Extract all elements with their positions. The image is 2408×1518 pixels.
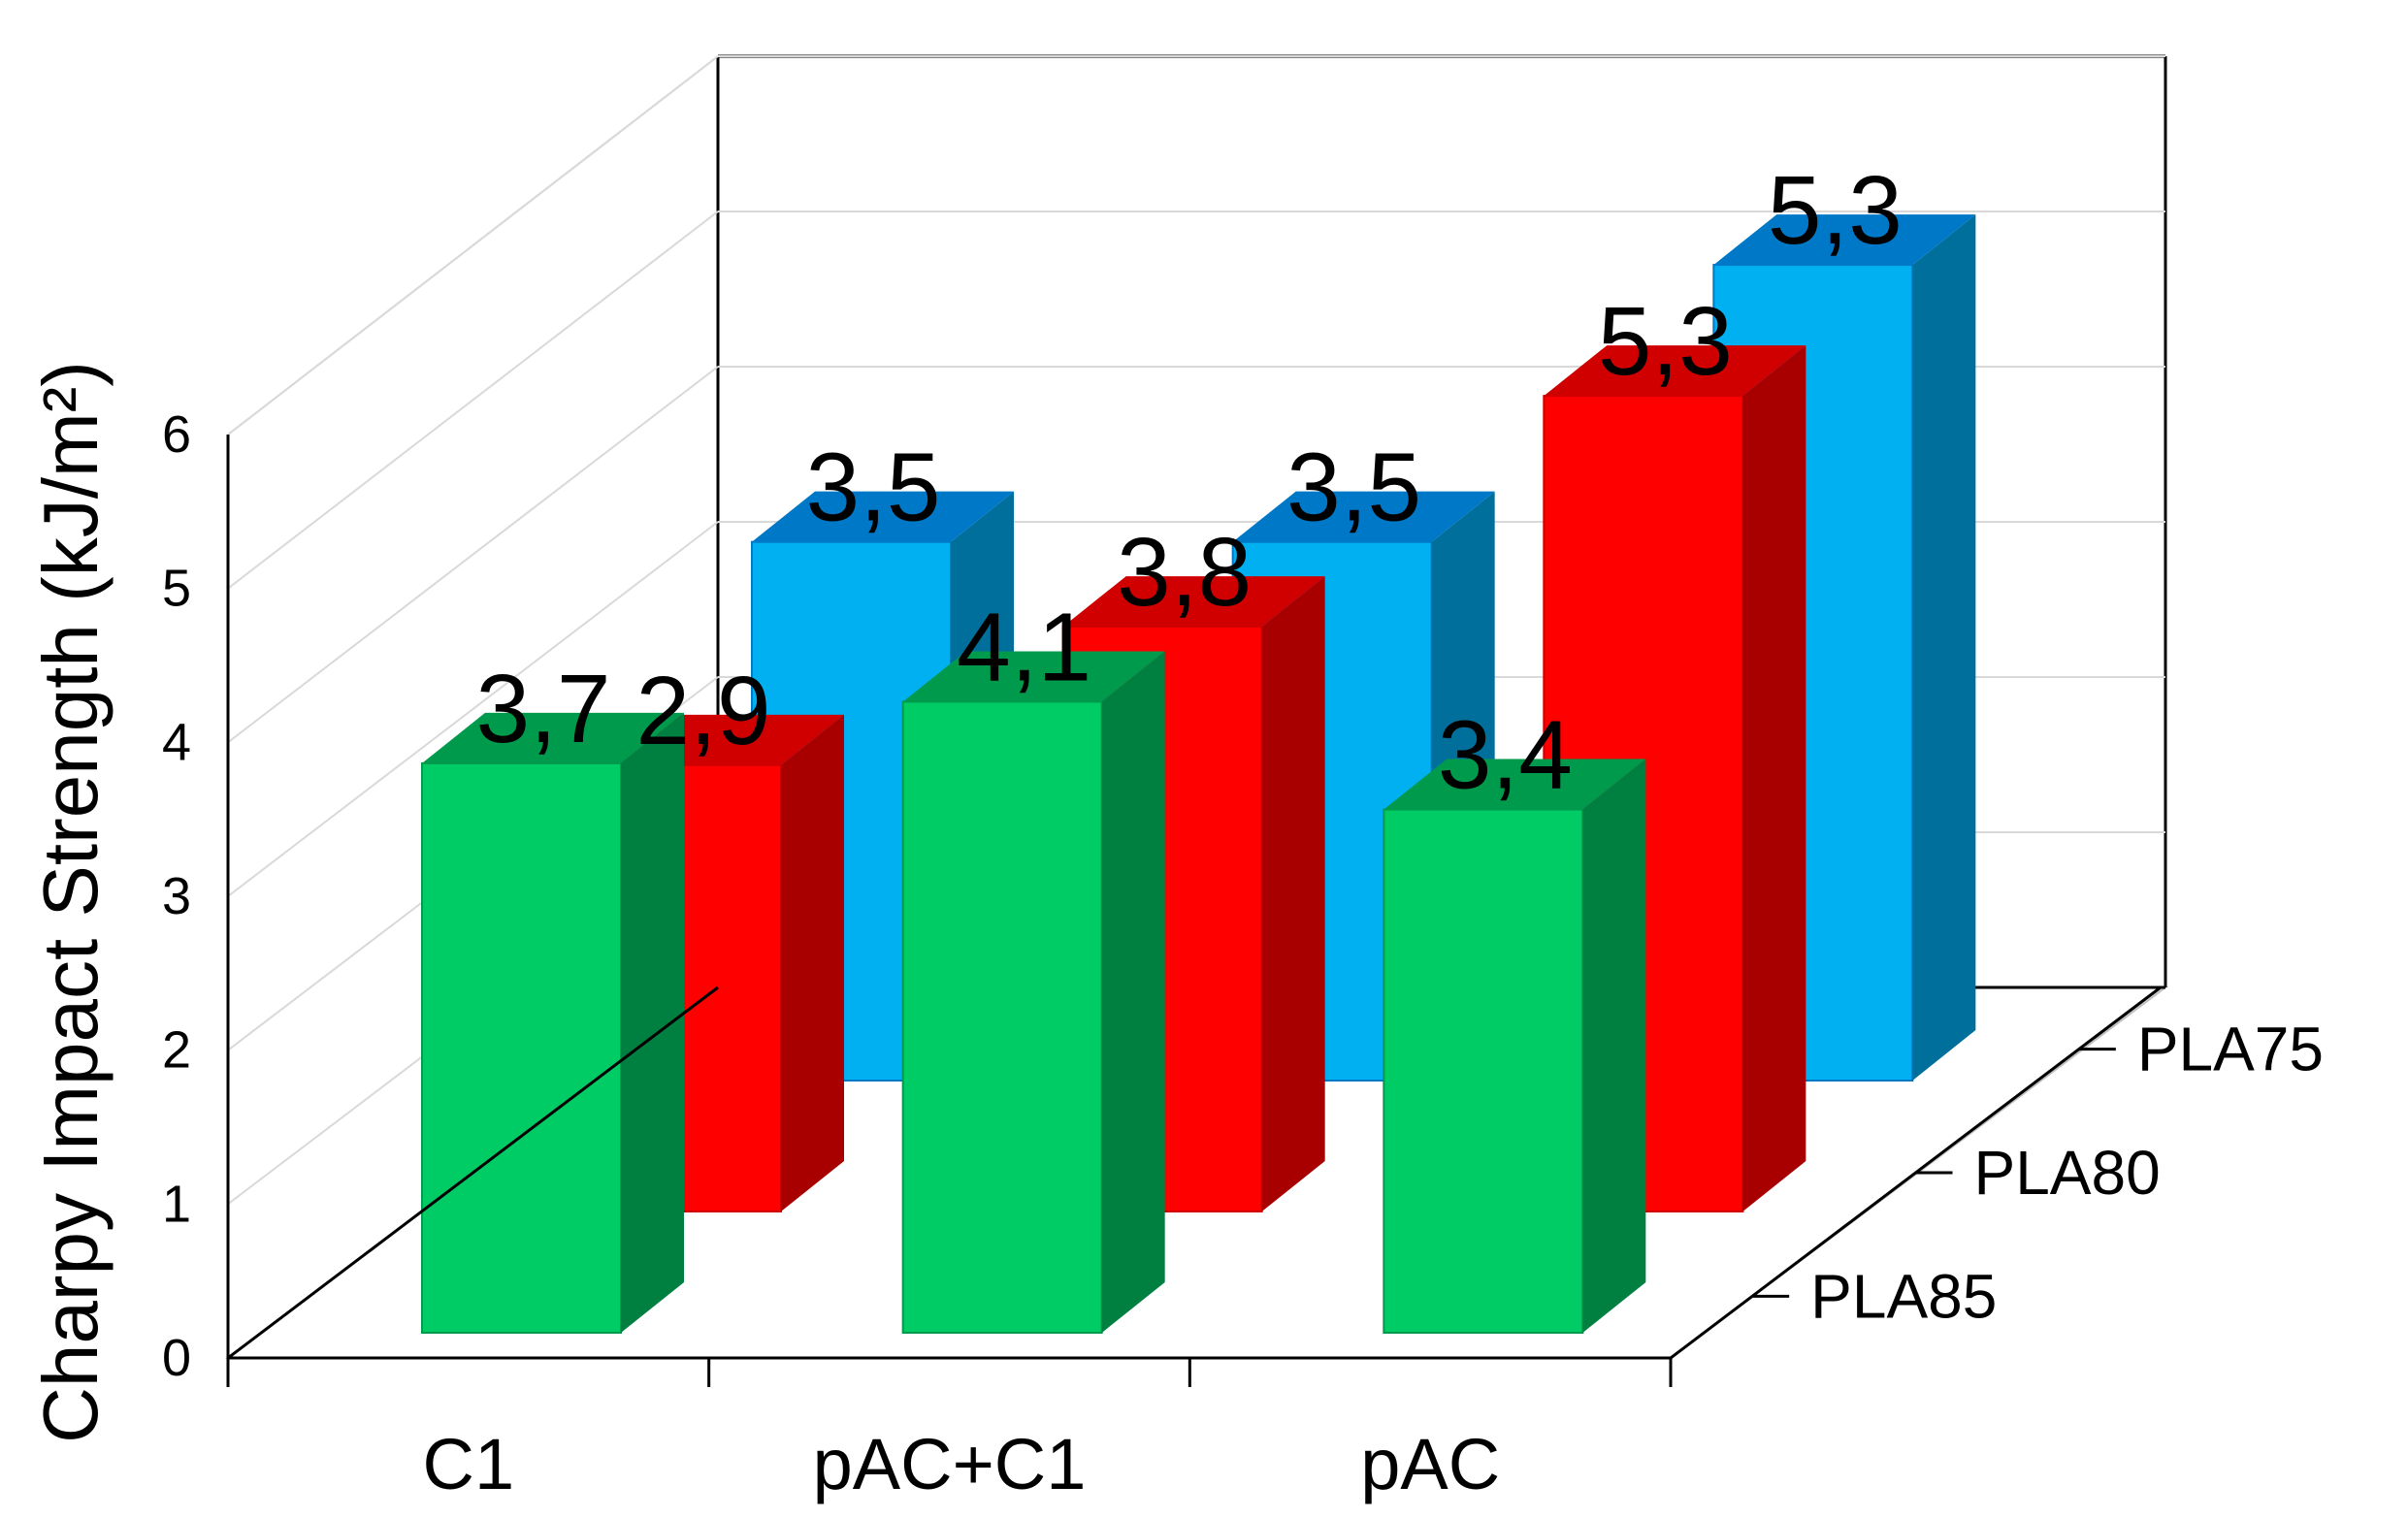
bar-top xyxy=(1383,759,1646,810)
bars xyxy=(421,214,1976,1334)
data-label: 3,7 xyxy=(475,655,610,763)
data-label: 4,1 xyxy=(957,593,1091,701)
data-label: 3,8 xyxy=(1117,518,1252,627)
bar-top xyxy=(902,651,1165,702)
y-tick-label: 2 xyxy=(162,1021,191,1080)
bar-side xyxy=(621,712,684,1333)
data-label: 3,5 xyxy=(1286,434,1421,542)
bar-side xyxy=(1261,576,1325,1211)
gridline-side xyxy=(227,521,719,897)
bar-front xyxy=(901,700,1103,1334)
y-tick-label: 5 xyxy=(162,560,191,618)
depth-label: PLA75 xyxy=(2137,1015,2324,1084)
data-label: 2,9 xyxy=(635,657,770,765)
bar-top xyxy=(422,712,684,763)
bar-pla85-pac-c1 xyxy=(901,651,1165,1334)
x-category-label: pAC xyxy=(1360,1424,1500,1504)
bar-side xyxy=(1101,651,1165,1333)
bar-pla75-pac xyxy=(1712,214,1976,1082)
y-tick-label: 3 xyxy=(162,867,191,925)
axes xyxy=(226,435,2162,1387)
gridline-side xyxy=(227,366,719,744)
x-category-label: pAC+C1 xyxy=(813,1424,1087,1504)
y-tick-label: 0 xyxy=(162,1329,191,1387)
floor-left-edge xyxy=(227,985,719,1360)
bar-front xyxy=(421,761,622,1334)
gridline-side xyxy=(227,210,719,590)
labels: 3,5 3,5 5,3 2,9 3,8 5,3 3,7 4,1 3,4 0 1 2 3 4 5 6 C1 pAC+… xyxy=(162,156,2324,1504)
bar-top xyxy=(752,491,1014,542)
y-tick-label: 4 xyxy=(162,713,191,771)
bar-pla85-c1 xyxy=(421,712,684,1334)
bar-side xyxy=(781,714,844,1211)
bar-pla85-pac xyxy=(1383,759,1646,1334)
bar-side xyxy=(1912,214,1976,1082)
depth-label: PLA85 xyxy=(1810,1261,1997,1331)
x-category-label: C1 xyxy=(423,1424,515,1504)
bar-front xyxy=(1383,808,1584,1334)
bar-side xyxy=(1742,345,1806,1212)
data-label: 5,3 xyxy=(1598,287,1733,396)
bar-top xyxy=(1713,214,1976,266)
y-axis-label: Charpy Impact Strength (kJ/m²) xyxy=(27,361,114,1443)
data-label: 3,5 xyxy=(805,434,940,542)
gridline-side xyxy=(227,55,719,436)
depth-label: PLA80 xyxy=(1974,1138,2161,1208)
bar-top xyxy=(1232,491,1495,542)
bar-top xyxy=(1062,576,1325,628)
bar-top xyxy=(1544,345,1806,397)
data-label: 5,3 xyxy=(1768,156,1903,265)
bar-side xyxy=(1582,759,1646,1333)
data-label: 3,4 xyxy=(1438,701,1573,810)
y-tick-label: 1 xyxy=(162,1175,191,1233)
y-tick-label: 6 xyxy=(162,405,191,464)
